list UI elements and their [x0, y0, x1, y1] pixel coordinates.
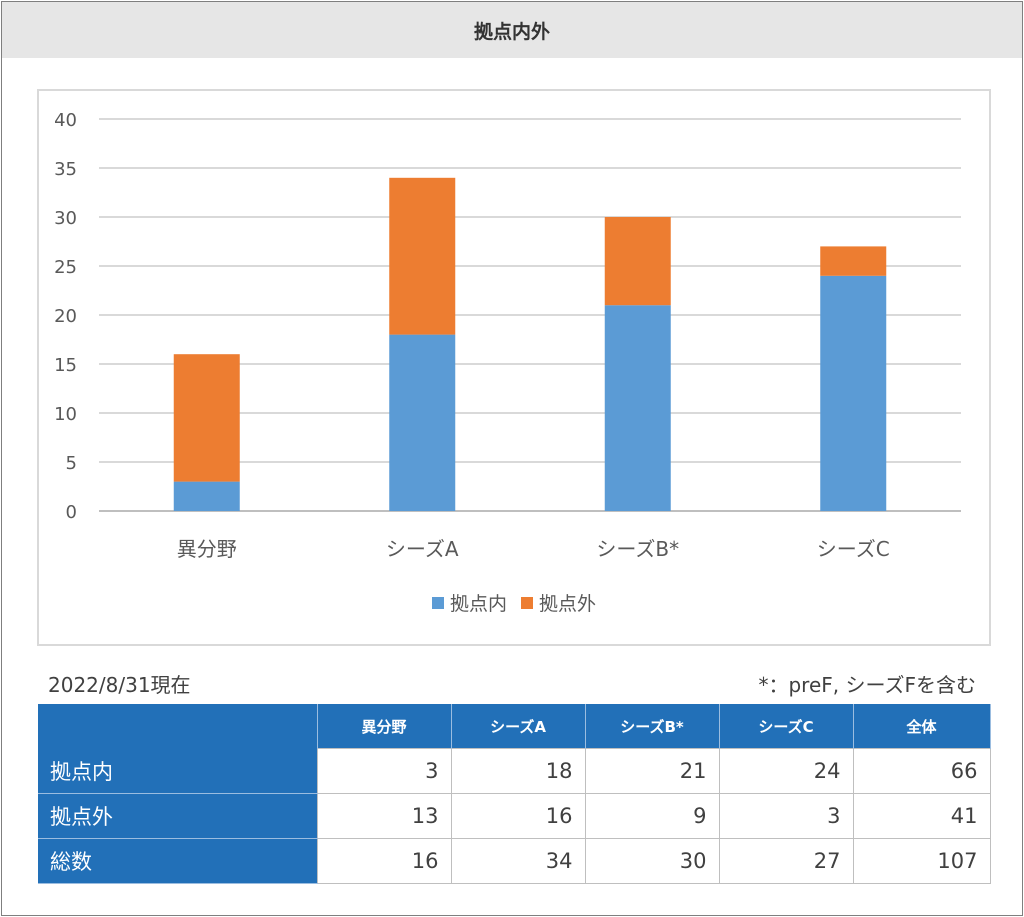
x-tick-label: シーズC	[817, 537, 890, 561]
bar-segment-inside	[604, 305, 671, 511]
row-label: 拠点外	[38, 793, 317, 839]
chart-legend: 拠点内 拠点外	[39, 589, 989, 616]
legend-label-inside: 拠点内	[449, 593, 507, 615]
table-header-cell: 異分野	[317, 704, 452, 749]
table-header-cell: シーズA	[451, 704, 586, 749]
table-cell: 16	[450, 793, 586, 839]
table-cell: 18	[450, 748, 586, 794]
legend-label-outside: 拠点外	[539, 593, 597, 615]
table-cell: 30	[584, 838, 720, 884]
y-tick-label: 30	[54, 208, 77, 229]
table-cell: 16	[316, 838, 452, 884]
y-tick-label: 25	[54, 257, 77, 278]
summary-table: 異分野 シーズA シーズB* シーズC 全体 拠点内 3 18 21 24 66…	[38, 704, 991, 884]
table-cell: 34	[450, 838, 586, 884]
bar-segment-outside	[173, 354, 240, 482]
legend-item-inside: 拠点内	[431, 589, 507, 616]
y-tick-label: 0	[66, 502, 77, 523]
x-tick-label: シーズA	[386, 537, 459, 561]
table-cell: 13	[316, 793, 452, 839]
x-tick-label: シーズB*	[596, 537, 679, 561]
table-cell: 66	[852, 748, 991, 794]
table-cell: 3	[316, 748, 452, 794]
y-tick-label: 20	[54, 306, 77, 327]
stacked-bar-chart: 0 5 10 15 20 25 30 35 40 異分野 シーズA シーズB* シーズC	[54, 110, 961, 561]
table-header-cell: シーズB*	[585, 704, 720, 749]
footnote: *：preF, シーズFを含む	[758, 673, 976, 697]
table-cell: 27	[718, 838, 854, 884]
legend-swatch-outside	[521, 596, 533, 609]
table-header-cell: シーズC	[719, 704, 854, 749]
table-header-cell: 全体	[853, 704, 991, 749]
x-tick-label: 異分野	[177, 537, 237, 561]
table-cell: 107	[852, 838, 991, 884]
table-row: 拠点内 3 18 21 24 66	[38, 748, 991, 794]
legend-item-outside: 拠点外	[521, 589, 596, 616]
bar-segment-inside	[389, 334, 456, 511]
bar-segment-outside	[820, 246, 887, 276]
bar-segment-inside	[820, 275, 887, 511]
table-row: 総数 16 34 30 27 107	[38, 838, 991, 884]
table-cell: 21	[584, 748, 720, 794]
legend-swatch-inside	[431, 596, 444, 609]
as-of-date: 2022/8/31現在	[48, 673, 191, 697]
table-row: 拠点外 13 16 9 3 41	[38, 793, 991, 839]
bar-segment-inside	[173, 481, 240, 511]
y-tick-label: 35	[54, 159, 77, 180]
chart-title: 拠点内外	[2, 2, 1022, 58]
y-tick-label: 15	[54, 355, 77, 376]
chart-area: 0 5 10 15 20 25 30 35 40 異分野 シーズA シーズB* シーズC 拠点内 拠点外	[37, 89, 991, 646]
bar-segment-outside	[389, 177, 456, 335]
table-cell: 24	[718, 748, 854, 794]
table-cell: 41	[852, 793, 991, 839]
table-cell: 3	[718, 793, 854, 839]
y-tick-label: 10	[54, 404, 77, 425]
table-header-corner	[38, 704, 318, 749]
y-tick-label: 5	[66, 453, 77, 474]
row-label: 総数	[38, 838, 317, 884]
y-tick-label: 40	[54, 110, 77, 131]
row-label: 拠点内	[38, 748, 317, 794]
bar-segment-outside	[604, 217, 671, 306]
table-cell: 9	[584, 793, 720, 839]
table-header-row: 異分野 シーズA シーズB* シーズC 全体	[38, 704, 991, 749]
